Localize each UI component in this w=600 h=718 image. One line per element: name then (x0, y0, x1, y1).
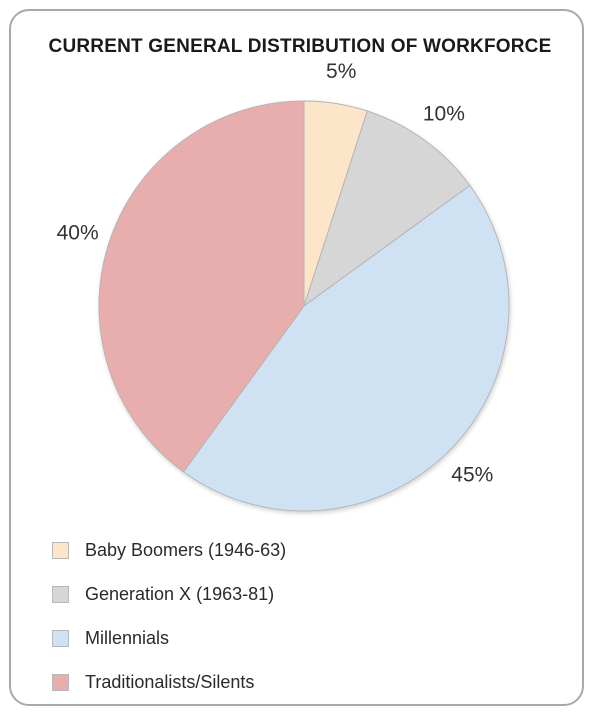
legend-swatch (52, 541, 69, 559)
legend-swatch (52, 673, 69, 691)
pie-label-traditionalists-silents: 40% (57, 221, 99, 244)
legend-item-traditionalists-silents: Traditionalists/Silents (52, 660, 286, 704)
pie-slice-millennials (182, 184, 510, 512)
legend-item-baby-boomers-1946-63: Baby Boomers (1946-63) (52, 528, 286, 572)
pie-slice-generation-x-1963-81 (303, 110, 471, 308)
pie-slice-traditionalists-silents (98, 100, 305, 473)
pie-label-millennials: 45% (451, 463, 493, 486)
chart-title: CURRENT GENERAL DISTRIBUTION OF WORKFORC… (48, 36, 552, 57)
legend-swatch (52, 629, 69, 647)
legend-item-millennials: Millennials (52, 616, 286, 660)
legend-label: Baby Boomers (1946-63) (85, 539, 287, 560)
pie-labels: 5% 10% 45% 40% (57, 60, 494, 486)
legend-swatch (52, 585, 69, 603)
legend-label: Generation X (1963-81) (85, 583, 275, 604)
legend-label: Traditionalists/Silents (85, 671, 255, 692)
pie-slices (98, 100, 510, 512)
pie-label-generation-x-1963-81: 10% (423, 102, 465, 125)
legend-item-generation-x-1963-81: Generation X (1963-81) (52, 572, 286, 616)
legend: Baby Boomers (1946-63) Generation X (1963… (52, 528, 286, 704)
pie-label-baby-boomers-1946-63: 5% (326, 60, 356, 83)
legend-label: Millennials (85, 627, 170, 648)
